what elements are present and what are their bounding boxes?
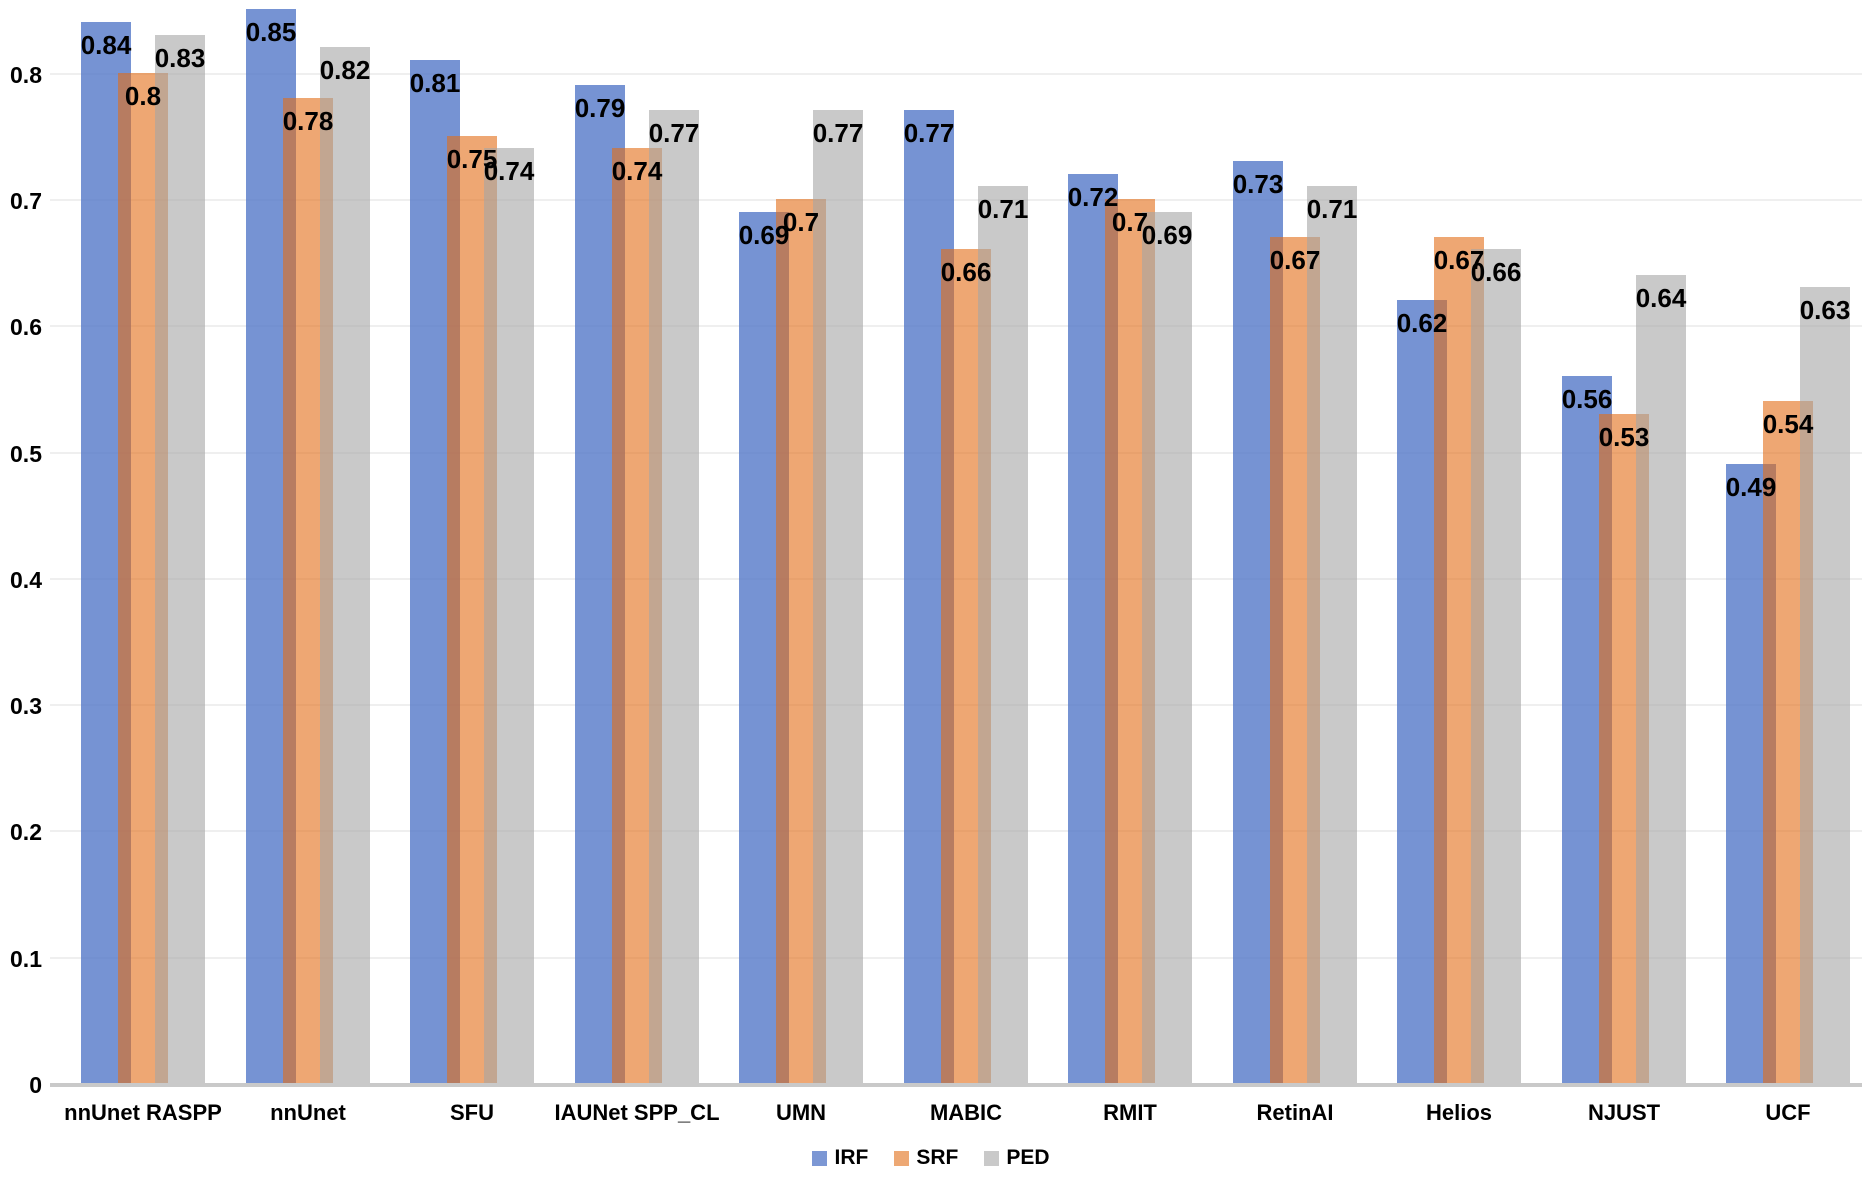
bar-PED: [813, 110, 863, 1083]
data-label-PED: 0.71: [1306, 194, 1358, 224]
y-axis-tick-label: 0.1: [10, 946, 42, 972]
data-label-PED: 0.83: [154, 43, 206, 73]
data-label-PED: 0.71: [977, 194, 1029, 224]
data-label-IRF: 0.81: [409, 68, 461, 98]
category-label: UMN: [775, 1100, 827, 1125]
data-label-IRF: 0.84: [80, 30, 132, 60]
legend-item-IRF: IRF: [812, 1146, 868, 1170]
y-gridline: [50, 199, 1862, 201]
data-label-IRF: 0.62: [1396, 308, 1448, 338]
data-label-PED: 0.69: [1141, 220, 1193, 250]
legend-swatch-PED: [984, 1150, 1000, 1166]
data-label-IRF: 0.85: [245, 17, 297, 47]
data-label-PED: 0.66: [1470, 257, 1522, 287]
y-axis-tick-label: 0.4: [10, 567, 42, 593]
bar-PED: [484, 148, 534, 1083]
bar-PED: [320, 47, 370, 1083]
data-label-SRF: 0.67: [1269, 245, 1321, 275]
data-label-SRF: 0.78: [282, 106, 334, 136]
category-label: nnUnet RASPP: [64, 1100, 222, 1125]
legend-swatch-IRF: [812, 1150, 828, 1166]
bar-PED: [1142, 211, 1192, 1083]
data-label-PED: 0.77: [648, 118, 700, 148]
data-label-IRF: 0.73: [1232, 169, 1284, 199]
category-label: NJUST: [1587, 1100, 1661, 1125]
legend-label-IRF: IRF: [834, 1146, 869, 1169]
data-label-IRF: 0.72: [1067, 182, 1119, 212]
legend-label-SRF: SRF: [916, 1146, 959, 1169]
data-label-SRF: 0.67: [1433, 245, 1485, 275]
data-label-SRF: 0.66: [940, 257, 992, 287]
data-label-SRF: 0.8: [124, 81, 162, 111]
y-axis-tick-label: 0.5: [10, 441, 42, 467]
data-label-IRF: 0.77: [903, 118, 955, 148]
data-label-SRF: 0.7: [782, 207, 820, 237]
category-label: nnUnet: [270, 1100, 346, 1125]
data-label-SRF: 0.54: [1762, 409, 1814, 439]
data-label-SRF: 0.75: [446, 144, 498, 174]
data-label-PED: 0.77: [812, 118, 864, 148]
data-label-PED: 0.82: [319, 55, 371, 85]
data-label-SRF: 0.74: [611, 156, 663, 186]
bar-PED: [978, 186, 1028, 1083]
legend: IRF SRF PED: [0, 1146, 1862, 1170]
y-axis-tick-label: 0.8: [10, 62, 42, 88]
bar-PED: [649, 110, 699, 1083]
data-label-PED: 0.64: [1635, 283, 1687, 313]
bar-PED: [1471, 249, 1521, 1083]
legend-item-SRF: SRF: [894, 1146, 958, 1170]
category-label: Helios: [1425, 1100, 1493, 1125]
x-axis-line: [50, 1083, 1862, 1087]
legend-item-PED: PED: [984, 1146, 1050, 1170]
bar-PED: [155, 34, 205, 1083]
legend-swatch-SRF: [894, 1150, 910, 1166]
y-axis-tick-label: 0: [29, 1072, 42, 1098]
bar-PED: [1636, 274, 1686, 1083]
bar-PED: [1307, 186, 1357, 1083]
data-label-PED: 0.74: [483, 156, 535, 186]
y-axis-tick-label: 0.3: [10, 693, 42, 719]
data-label-IRF: 0.69: [738, 220, 790, 250]
y-gridline: [50, 73, 1862, 75]
y-axis-tick-label: 0.2: [10, 819, 42, 845]
y-axis-tick-label: 0.7: [10, 188, 42, 214]
data-label-IRF: 0.49: [1725, 472, 1777, 502]
data-label-SRF: 0.7: [1111, 207, 1149, 237]
data-label-PED: 0.63: [1799, 295, 1851, 325]
data-label-IRF: 0.79: [574, 93, 626, 123]
y-axis-tick-label: 0.6: [10, 314, 42, 340]
data-label-SRF: 0.53: [1598, 422, 1650, 452]
legend-label-PED: PED: [1006, 1146, 1050, 1169]
bar-PED: [1800, 287, 1850, 1083]
category-label: RetinAI: [1256, 1100, 1334, 1125]
category-label: MABIC: [929, 1100, 1003, 1125]
category-label: SFU: [450, 1100, 494, 1125]
category-label: UCF: [1765, 1100, 1811, 1125]
data-label-IRF: 0.56: [1561, 384, 1613, 414]
category-label: IAUNet SPP_CL: [554, 1100, 720, 1125]
category-label: RMIT: [1103, 1100, 1157, 1125]
